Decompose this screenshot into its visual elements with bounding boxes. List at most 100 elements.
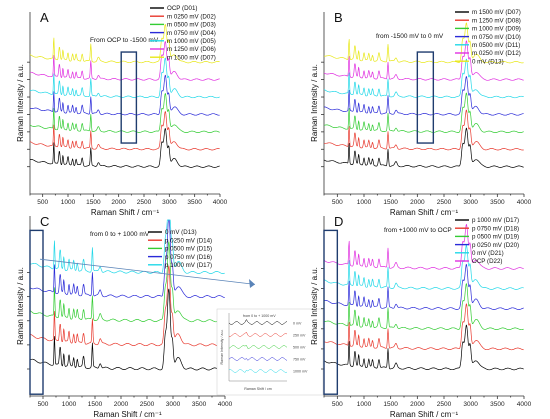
x-axis-title: Raman Shift / cm⁻¹ [390,208,459,217]
inset: from 0 to + 1000 mV Raman Shift / cm Raman… [216,308,324,396]
series-line [323,58,524,99]
trend-arrow [39,258,256,285]
panel-annotation: From OCP to -1500 mV [90,37,159,44]
series-line [29,241,225,323]
y-axis-title: Raman Intensity / a.u. [16,267,25,345]
legend-entry: p 0250 mV (D20) [472,242,519,249]
x-tick-label: 3500 [192,401,207,408]
legend: 0 mV (D13)p 0250 mV (D14) p 0500 mV (D15)… [148,229,212,269]
inset-title: from 0 to + 1000 mV [243,314,276,318]
x-axis-title: Raman Shift / cm⁻¹ [93,410,162,419]
x-tick-label: 500 [332,401,343,408]
inset-label: 1000 mV [293,370,308,374]
legend-entry: m 1500 mV (D07) [472,9,521,16]
x-tick-label: 2500 [140,401,155,408]
x-tick-label: 3000 [166,401,181,408]
x-tick-label: 3500 [490,199,505,206]
y-axis-title: Raman Intensity / a.u. [310,64,319,142]
legend-entry: p 0750 mV (D18) [472,225,519,232]
legend-entry: OCP (D22) [472,258,503,265]
legend-entry: 0 mV (D13) [165,229,197,236]
series-line [324,283,524,331]
panel-a: A 500 1000 1500 2000 2500 3000 3500 4000 Raman Sh… [16,5,228,217]
y-axis-title: Raman Intensity / a.u. [16,64,25,142]
series-line [29,74,220,116]
highlight-box [120,51,138,144]
highlight-box [323,229,339,395]
x-tick-label: 1000 [61,199,76,206]
x-axis-title: Raman Shift / cm⁻¹ [91,208,160,217]
inset-label: 0 mV [293,322,302,326]
x-tick-label: 4000 [517,199,532,206]
highlight-box [29,229,44,395]
series-line [323,109,524,151]
series-line [29,128,220,168]
legend-entry: p 0750 mV (D16) [165,254,212,261]
legend-entry: m 0500 mV (D03) [167,22,216,29]
legend-entry: p 0500 mV (D19) [472,234,519,241]
inset-x-title: Raman Shift / cm [244,387,272,391]
legend-entry: m 1500 mV (D07) [167,54,216,61]
legend-entry: m 0250 mV (D02) [167,13,216,20]
panel-annotation: from +1000 mV to OCP [384,227,452,234]
x-tick-label: 3000 [463,401,478,408]
x-tick-label: 2000 [410,199,425,206]
panel-letter: B [334,10,343,25]
inset-series-line [228,331,288,337]
legend-entry: p 1000 mV (D17) [472,217,519,224]
series-line [30,41,220,81]
inset-label: 750 mV [293,358,306,362]
series-line [323,264,524,310]
x-tick-label: 4000 [517,401,532,408]
series-line [323,22,524,64]
panel-annotation: from 0 to + 1000 mV [90,231,150,238]
legend-entry: m 1000 mV (D09) [472,26,521,33]
series-line [29,24,220,64]
series-line [29,93,220,133]
x-tick-label: 3500 [490,401,505,408]
legend-entry: OCP (D01) [167,5,198,12]
legend: p 1000 mV (D17)p 0750 mV (D18) p 0500 mV … [455,217,519,265]
x-tick-label: 3500 [187,199,202,206]
legend-entry: m 1000 mV (D05) [167,38,216,45]
x-tick-label: 500 [38,401,49,408]
series-line [323,244,524,290]
legend-entry: p 0250 mV (D14) [165,237,212,244]
x-tick-label: 2500 [437,199,452,206]
x-tick-label: 3000 [162,199,177,206]
legend-entry: m 0250 mV (D12) [472,50,521,57]
x-tick-label: 2000 [410,401,425,408]
x-tick-label: 4000 [213,199,228,206]
series-line [323,324,524,371]
panel-b: B 500 1000 1500 2000 2500 3000 3500 4000 Raman Sh… [310,9,532,217]
panel-c: C 500 1000 1500 2000 2500 3000 3500 4000 Raman Sh… [16,214,324,419]
x-axis-title: Raman Shift / cm⁻¹ [390,410,459,419]
panel-d: D 500 1000 1500 2000 2500 3000 3500 4000 Raman Sh… [310,214,532,419]
inset-y-title: Raman Intensity / a.u. [220,330,224,365]
series-line [29,219,225,299]
legend-entry: p 0500 mV (D15) [165,246,212,253]
x-tick-label: 2500 [437,401,452,408]
x-tick-label: 4000 [218,401,233,408]
series-line [29,111,220,151]
x-tick-label: 2000 [111,199,126,206]
x-tick-label: 2000 [114,401,129,408]
series-line [324,76,524,116]
panel-letter: C [40,214,49,229]
inset-label: 500 mV [293,346,306,350]
inset-series-line [228,357,288,361]
trend-arrowhead [249,279,255,288]
series-line [30,219,225,274]
x-tick-label: 500 [332,199,343,206]
x-tick-label: 1500 [383,199,398,206]
series-line [323,40,524,81]
inset-label: 250 mV [293,334,306,338]
x-tick-label: 3000 [463,199,478,206]
legend-entry: m 1250 mV (D08) [472,17,521,24]
x-tick-label: 2500 [137,199,152,206]
panel-annotation: from -1500 mV to 0 mV [376,33,444,40]
legend-entry: 0 mV (D13) [472,58,504,65]
series-line [29,288,225,371]
x-tick-label: 1000 [357,199,372,206]
